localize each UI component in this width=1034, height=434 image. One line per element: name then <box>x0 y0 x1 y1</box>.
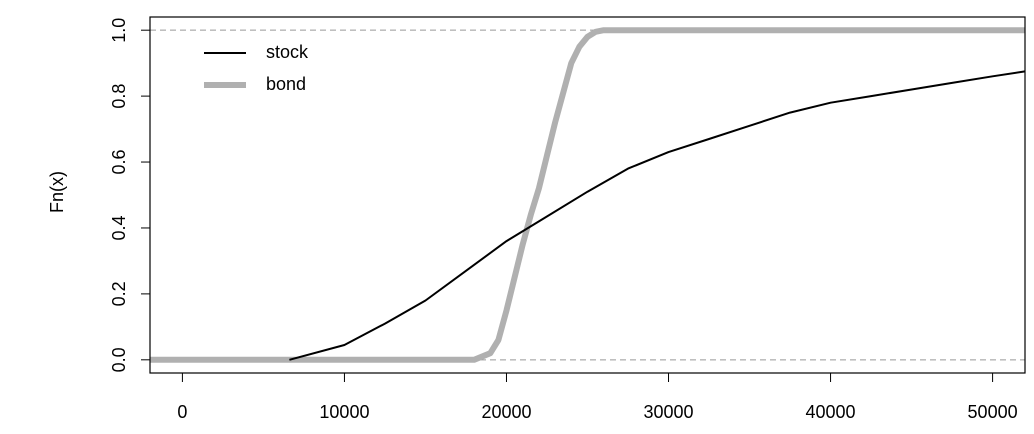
y-tick-label: 0.4 <box>109 215 129 240</box>
chart: Fn(x) 0 10000 20000 30000 40000 50000 0.0 0.2 0.… <box>0 0 1034 434</box>
x-tick-label: 10000 <box>319 402 369 422</box>
series-line <box>289 71 1025 359</box>
y-axis-label: Fn(x) <box>47 171 67 213</box>
plot-frame <box>150 17 1025 373</box>
x-tick-label: 50000 <box>968 402 1018 422</box>
x-tick-label: 0 <box>177 402 187 422</box>
y-tick-label: 0.0 <box>109 347 129 372</box>
x-tick-label: 30000 <box>643 402 693 422</box>
legend-label: bond <box>266 74 306 94</box>
y-tick-label: 0.2 <box>109 281 129 306</box>
legend-label: stock <box>266 42 309 62</box>
y-tick-label: 0.6 <box>109 150 129 175</box>
y-tick-label: 0.8 <box>109 84 129 109</box>
x-tick-label: 40000 <box>806 402 856 422</box>
y-tick-label: 1.0 <box>109 18 129 43</box>
x-tick-label: 20000 <box>481 402 531 422</box>
